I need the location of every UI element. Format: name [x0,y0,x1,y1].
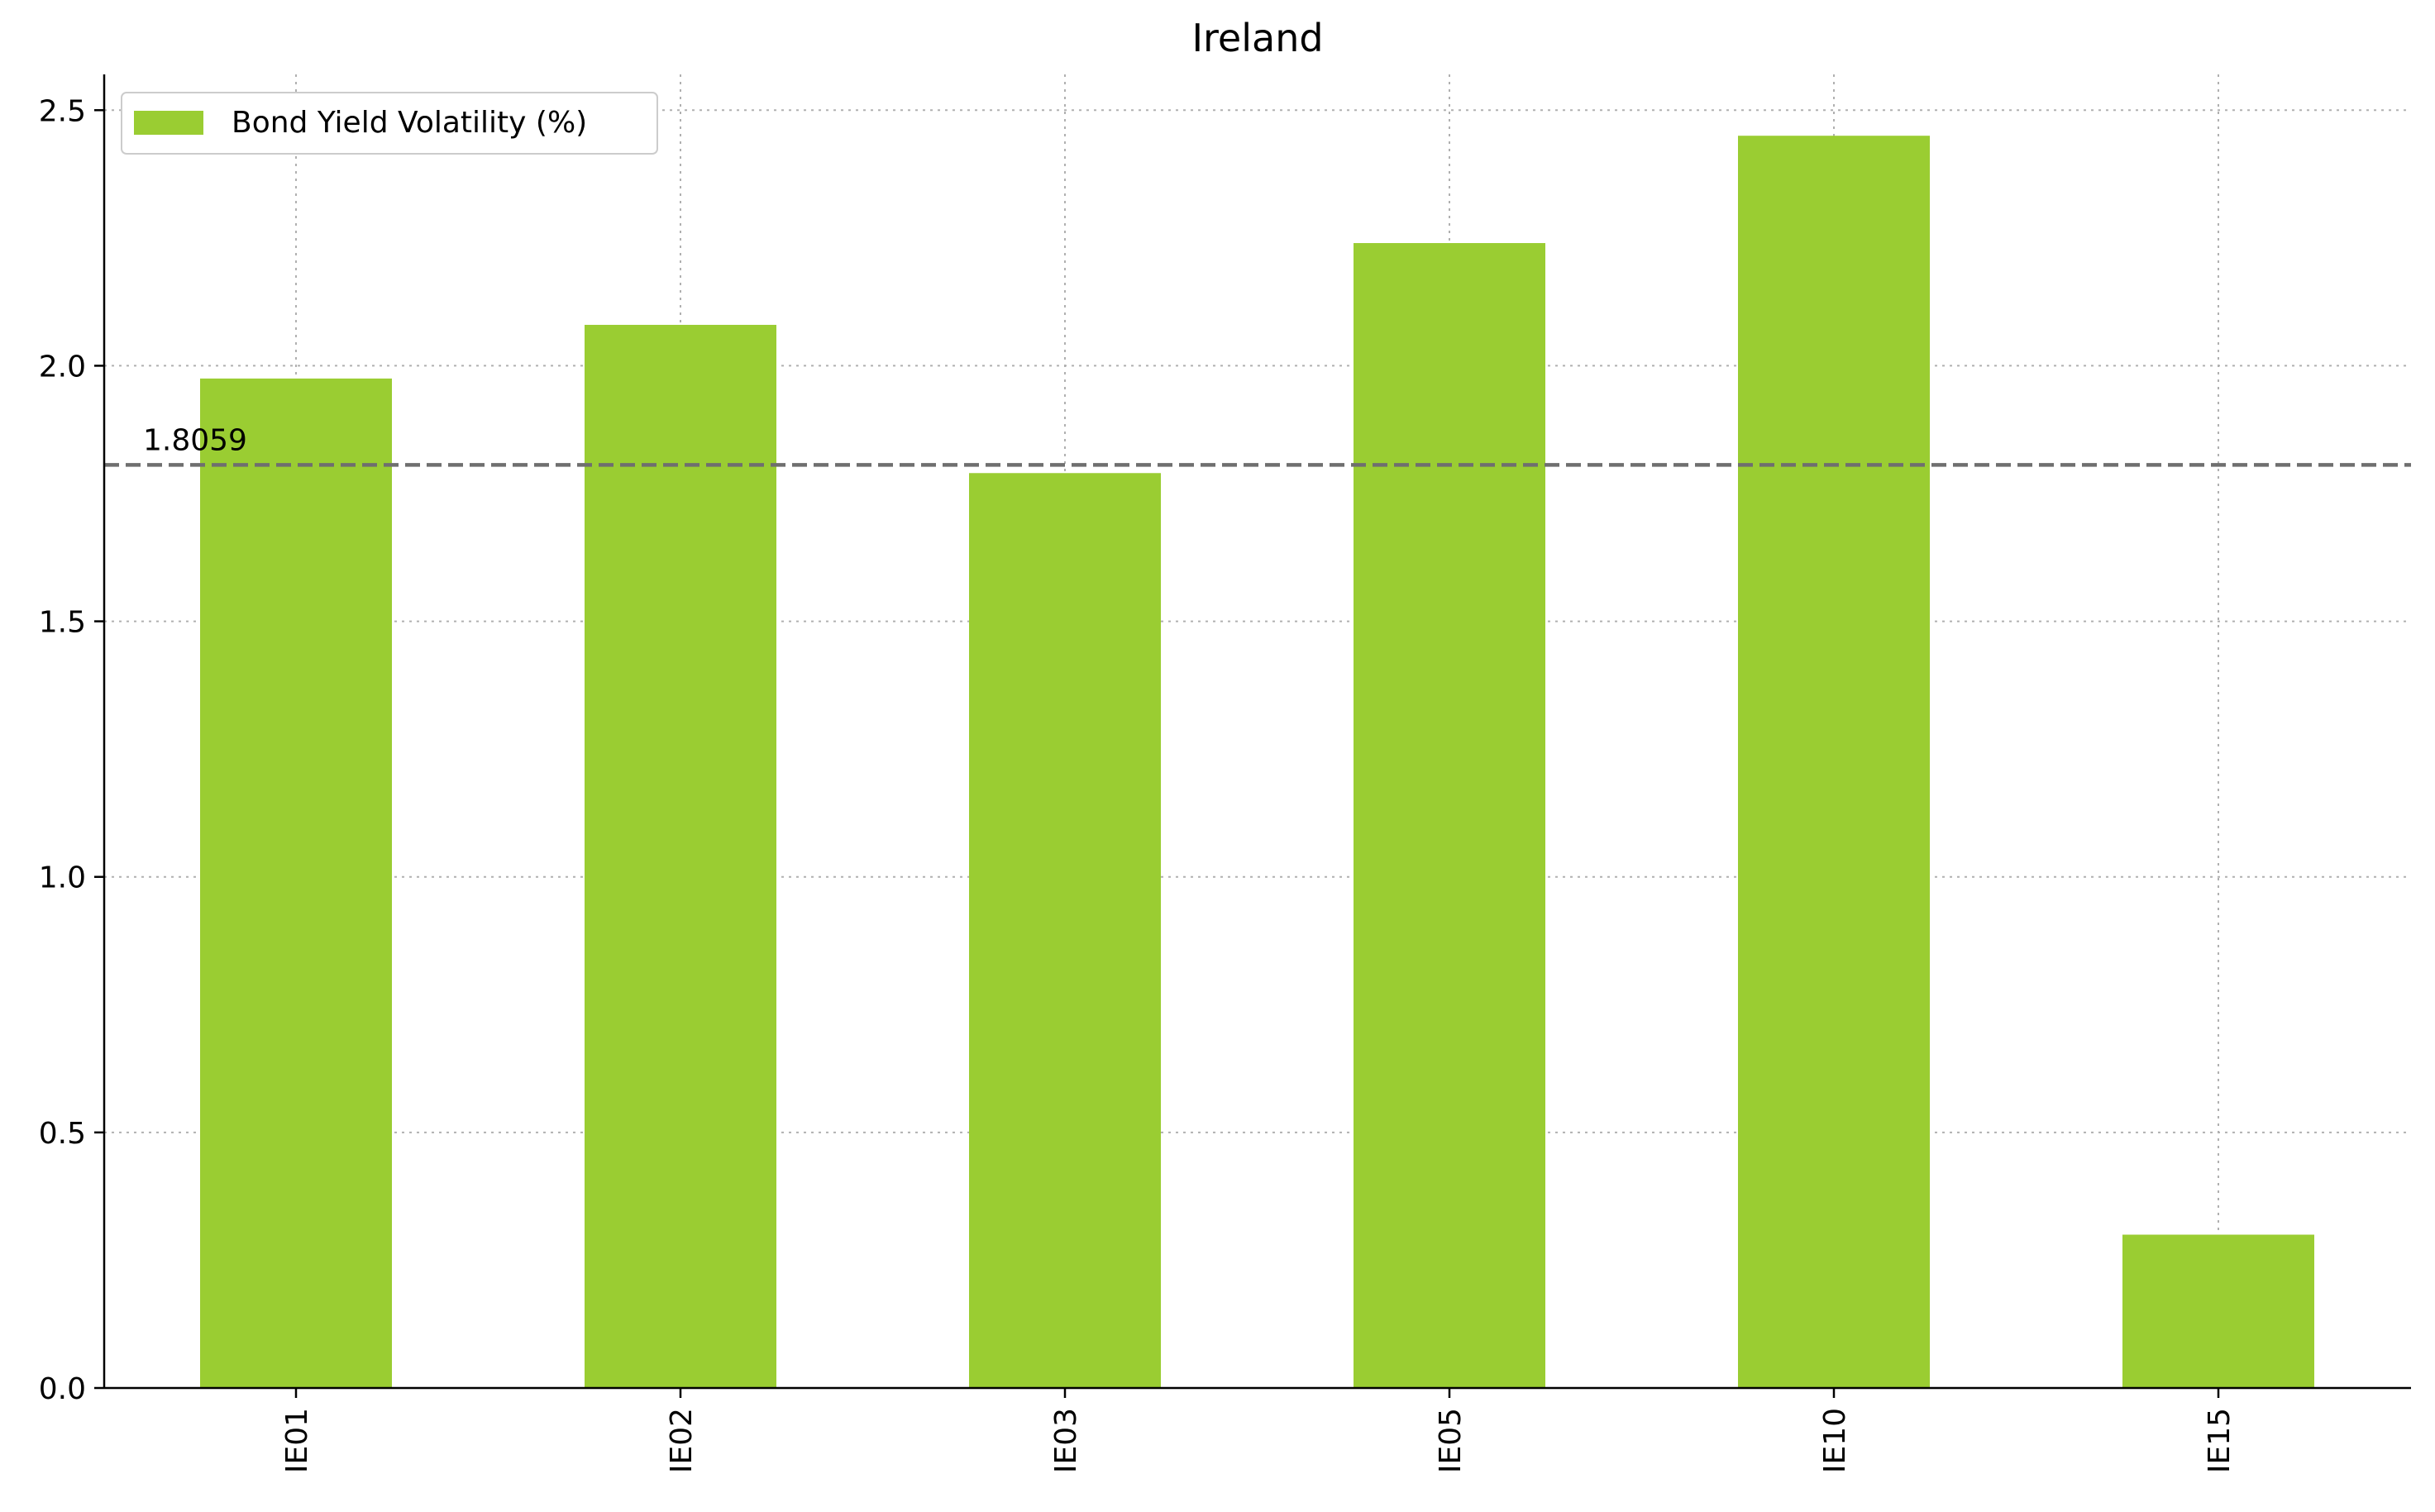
gridlines [104,74,2411,1389]
reference-line-group: 1.8059 [104,423,2411,467]
x-tick-label: IE01 [280,1408,314,1473]
legend-box [121,92,658,155]
reference-line-label: 1.8059 [143,423,247,457]
bars [200,136,2314,1389]
y-tick-label: 2.5 [39,94,86,128]
x-tick-label: IE05 [1434,1408,1468,1473]
chart-title: Ireland [1191,16,1323,60]
axes: 0.0 0.5 1.0 1.5 2.0 2.5 IE01 IE02 IE03 IE05 IE10 IE… [39,74,2411,1473]
bar-ie03 [969,473,1161,1388]
bar-ie15 [2122,1234,2314,1388]
x-tick-label: IE15 [2203,1408,2237,1473]
y-tick-label: 0.0 [39,1372,86,1406]
x-tick-label: IE03 [1049,1408,1083,1473]
legend-swatch [134,111,203,135]
x-tick-label: IE10 [1818,1408,1852,1473]
bar-ie10 [1738,136,1930,1388]
bar-ie01 [200,378,392,1388]
y-tick-label: 0.5 [39,1117,86,1151]
legend: Bond Yield Volatility (%) [121,92,658,155]
x-tick-label: IE02 [665,1408,699,1473]
bar-ie05 [1354,243,1545,1388]
y-tick-label: 2.0 [39,350,86,384]
y-tick-label: 1.5 [39,606,86,640]
legend-label: Bond Yield Volatility (%) [232,106,587,140]
y-tick-label: 1.0 [39,861,86,895]
bar-ie02 [585,324,776,1389]
